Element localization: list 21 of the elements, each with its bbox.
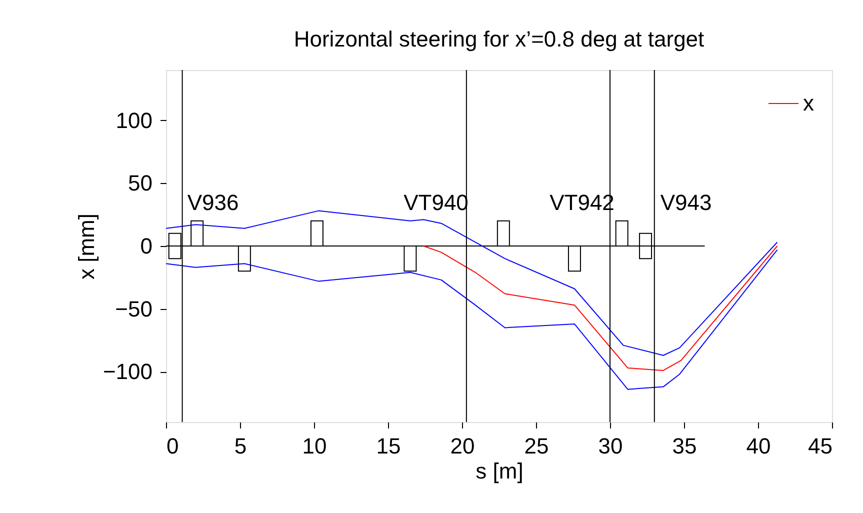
y-tick-label: 50 xyxy=(128,170,152,196)
y-axis-title: x [mm] xyxy=(74,214,99,280)
x-tick-label: 0 xyxy=(166,434,179,458)
y-tick-label: 100 xyxy=(116,108,152,133)
x-tick-label: 25 xyxy=(524,434,549,458)
x-tick-label: 35 xyxy=(672,434,697,458)
x-axis-title: s [m] xyxy=(476,458,524,484)
y-tick-label: 0 xyxy=(140,234,152,258)
x-tick-label: 20 xyxy=(450,434,475,458)
x-tick-label: 5 xyxy=(234,434,247,458)
annotation: V936 xyxy=(187,190,239,215)
annotation: V943 xyxy=(660,190,712,215)
x-tick-label: 40 xyxy=(746,434,771,458)
x-tick-label: 10 xyxy=(302,434,327,458)
x-tick-label: 45 xyxy=(808,434,832,458)
chart-title: Horizontal steering for x’=0.8 deg at target xyxy=(294,26,704,52)
y-tick-label: −100 xyxy=(102,359,152,384)
y-tick-label: −50 xyxy=(115,296,152,322)
legend-label: x xyxy=(803,90,814,116)
x-tick-label: 30 xyxy=(598,434,623,458)
x-tick-label: 15 xyxy=(376,434,401,458)
